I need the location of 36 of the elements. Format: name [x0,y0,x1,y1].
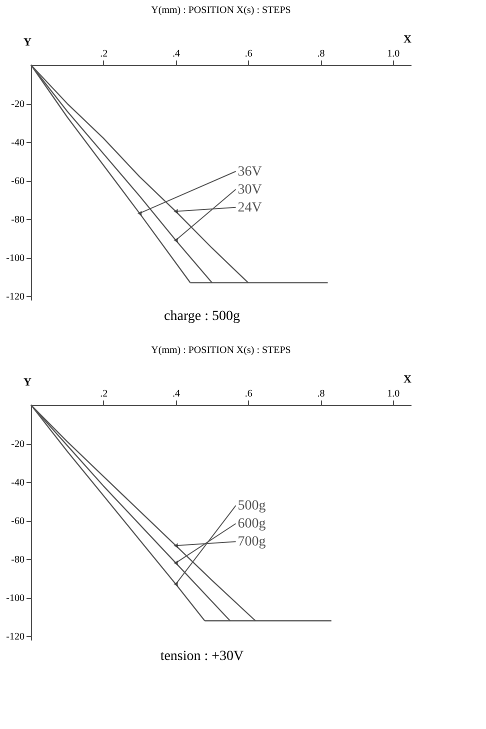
y-tick-label: -60 [11,176,24,188]
y-tick-label: -20 [11,99,24,110]
x-tick-label: .6 [244,388,252,400]
text: 500g [238,498,266,514]
x-axis-title: X [404,374,412,386]
text: charge : 500g [164,309,240,324]
x-tick-label: 1.0 [387,48,400,60]
y-tick-label: -120 [6,632,24,643]
x-tick-label: .4 [172,388,180,400]
y-axis-title: Y [24,376,32,388]
y-tick-label: -20 [11,439,24,450]
legend-label: 700g [238,534,266,550]
y-tick-label: -120 [6,292,24,303]
y-tick-label: -40 [11,138,24,149]
x-tick-label: .4 [172,48,180,60]
text: 600g [238,516,266,532]
x-tick-label: .2 [100,48,108,60]
text: 30V [238,182,262,198]
x-tick-label: .6 [244,48,252,60]
legend-label: 24V [238,200,262,216]
chart-title: Y(mm) : POSITION X(s) : STEPS [151,345,291,356]
y-tick-label: -80 [11,214,24,226]
x-tick-label: .8 [317,48,325,60]
x-tick-label: .2 [100,388,108,400]
x-axis-title: X [404,34,412,46]
y-axis-title: Y [24,36,32,48]
x-tick-label: 1.0 [387,388,400,400]
y-tick-label: -40 [11,478,24,489]
x-tick-label: .8 [317,388,325,400]
y-tick-label: -100 [6,593,24,604]
chart-title: Y(mm) : POSITION X(s) : STEPS [151,5,291,16]
text: 36V [238,164,262,180]
text: tension : +30V [160,649,244,664]
y-tick-label: -100 [6,253,24,264]
y-tick-label: -80 [11,554,24,566]
y-tick-label: -60 [11,516,24,528]
